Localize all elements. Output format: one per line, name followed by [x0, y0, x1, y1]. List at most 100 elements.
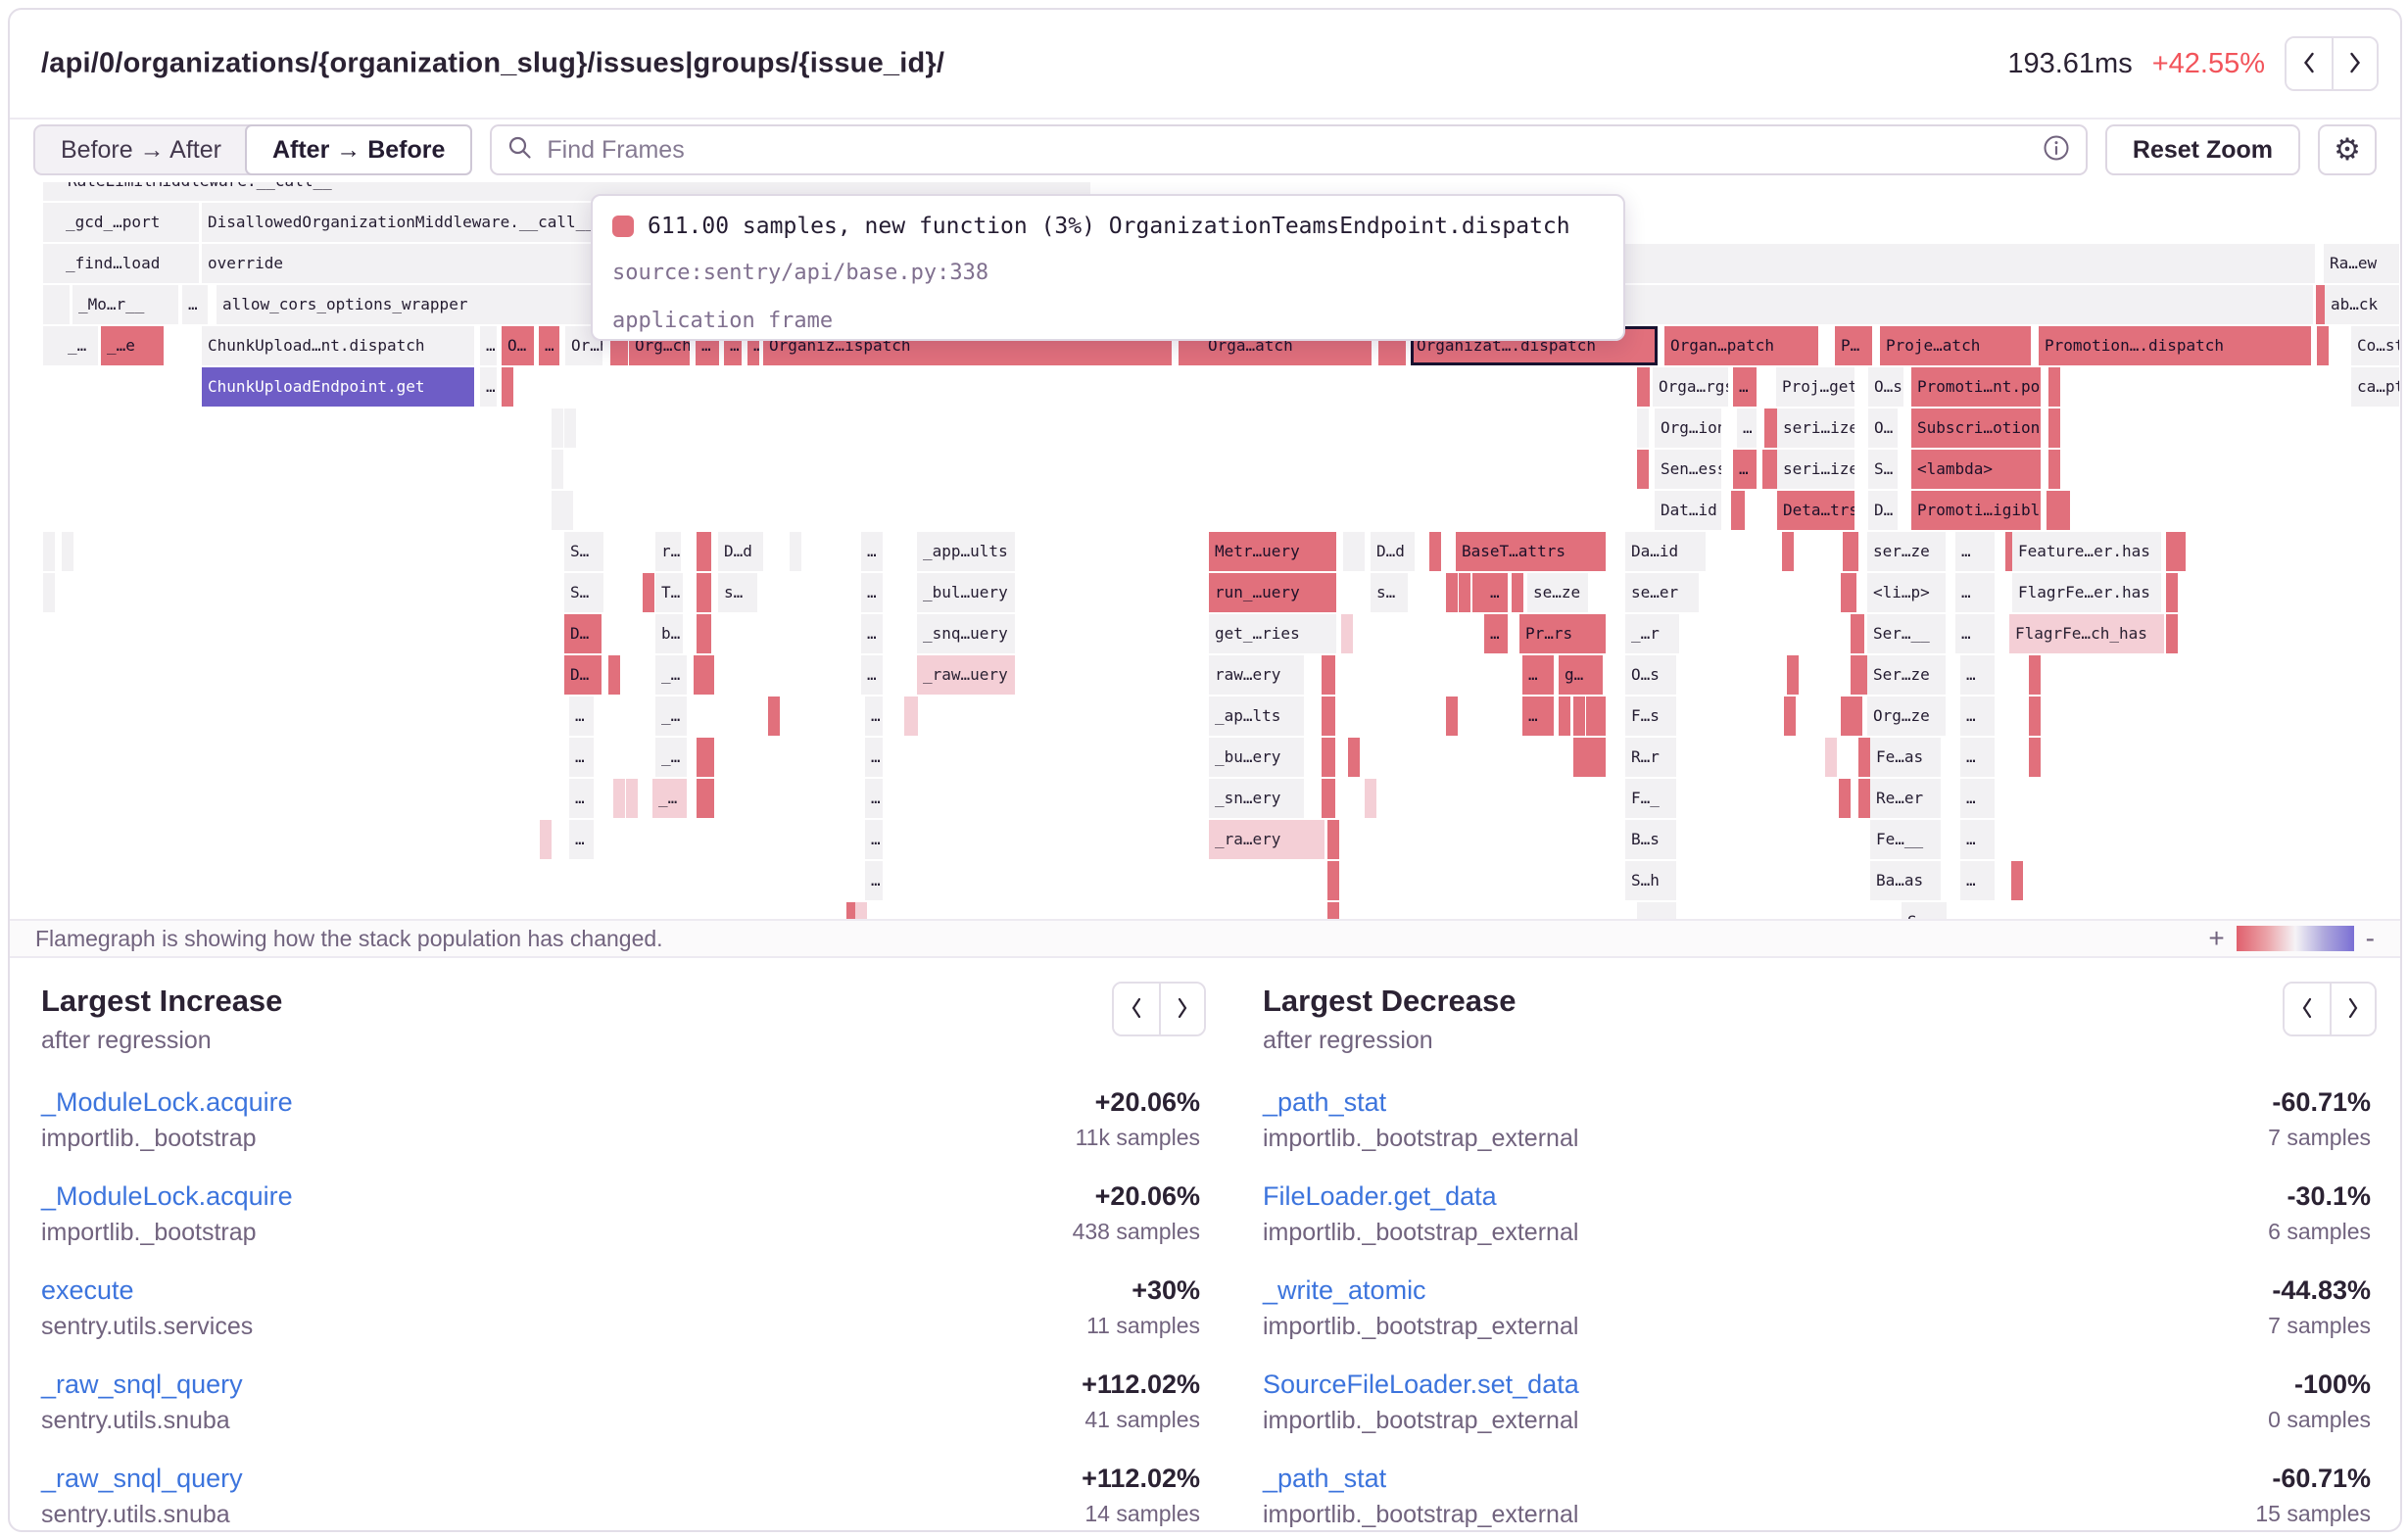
flame-frame-sliver[interactable] [1459, 573, 1470, 612]
reset-zoom-button[interactable]: Reset Zoom [2104, 124, 2300, 175]
flame-frame[interactable]: F…_ [1625, 779, 1676, 818]
increase-next-button[interactable] [1159, 984, 1204, 1034]
flame-frame[interactable]: T… [655, 573, 683, 612]
flame-frame-sliver[interactable] [1472, 573, 1484, 612]
flame-frame[interactable]: … [1955, 573, 1995, 612]
decrease-prev-button[interactable] [2285, 984, 2330, 1034]
flame-frame-sliver[interactable] [1353, 532, 1365, 571]
flame-frame-sliver[interactable] [1512, 573, 1523, 612]
flame-frame-sliver[interactable] [51, 182, 63, 201]
flame-frame[interactable]: S…h [1625, 861, 1676, 900]
flame-frame[interactable]: se…ze [1527, 573, 1588, 612]
flame-frame[interactable]: Orga…rgs [1653, 367, 1728, 407]
flame-frame-sliver[interactable] [552, 409, 563, 448]
flame-frame-sliver[interactable] [1322, 655, 1335, 695]
flame-frame-sliver[interactable] [2047, 491, 2058, 530]
flame-frame[interactable]: O… [1868, 409, 1898, 448]
flame-frame-sliver[interactable] [613, 779, 625, 818]
flame-frame-sliver[interactable] [697, 738, 714, 777]
flame-frame-sliver[interactable] [2048, 367, 2060, 407]
flame-frame[interactable]: ChunkUploadEndpoint.get [202, 367, 474, 407]
flame-frame-sliver[interactable] [608, 655, 620, 695]
flame-frame[interactable]: _snq…uery [917, 614, 1015, 653]
flame-frame[interactable]: … [861, 614, 883, 653]
flame-frame[interactable]: Ser…__ [1867, 614, 1946, 653]
flame-frame-sliver[interactable] [643, 573, 654, 612]
flamegraph-canvas[interactable]: RateLimitMiddleware.__call___gcd_…portDi… [11, 182, 2399, 919]
flame-frame-sliver[interactable] [2317, 326, 2329, 365]
flame-frame-sliver[interactable] [2029, 697, 2041, 736]
flame-frame[interactable]: Deta…trs [1777, 491, 1854, 530]
flame-frame[interactable]: O… [502, 326, 534, 365]
flame-frame[interactable]: _… [62, 326, 98, 365]
flame-frame[interactable]: _Mo…r__ [72, 285, 178, 324]
flame-frame-sliver[interactable] [2166, 573, 2178, 612]
flame-frame[interactable]: … [1955, 532, 1995, 571]
flame-frame[interactable]: O…s [1868, 367, 1903, 407]
flame-frame[interactable]: BaseT…attrs [1456, 532, 1606, 571]
flame-frame-sliver[interactable] [502, 367, 513, 407]
flame-frame[interactable]: _bul…uery [917, 573, 1015, 612]
flame-frame[interactable]: Promotion….dispatch [2039, 326, 2311, 365]
flame-frame[interactable]: … [539, 326, 559, 365]
flame-frame-sliver[interactable] [1841, 573, 1856, 612]
flame-frame[interactable]: _…e [101, 326, 164, 365]
flame-frame[interactable]: Da…id [1625, 532, 1706, 571]
flame-frame[interactable]: D… [564, 614, 602, 653]
flame-frame[interactable]: … [569, 738, 594, 777]
flame-frame[interactable]: _gcd_…port [60, 203, 199, 242]
flame-frame-sliver[interactable] [1327, 820, 1339, 859]
flame-frame[interactable]: … [1960, 655, 1995, 695]
flame-frame-sliver[interactable] [1446, 573, 1458, 612]
flame-frame[interactable]: ab…ck [2325, 285, 2399, 324]
flame-frame-sliver[interactable] [855, 902, 867, 919]
flame-frame[interactable]: Metr…uery [1209, 532, 1336, 571]
flame-frame-sliver[interactable] [561, 491, 573, 530]
flame-frame-sliver[interactable] [2011, 861, 2023, 900]
flame-frame[interactable]: … [865, 820, 883, 859]
flame-frame-sliver[interactable] [1637, 367, 1650, 407]
flame-frame-sliver[interactable] [1784, 697, 1796, 736]
flame-frame-sliver[interactable] [1839, 779, 1851, 818]
flame-frame-sliver[interactable] [51, 326, 63, 365]
flame-frame[interactable]: Proj…get [1776, 367, 1854, 407]
flame-frame-sliver[interactable] [1573, 738, 1606, 777]
flame-frame[interactable]: run_…uery [1209, 573, 1336, 612]
function-link[interactable]: _ModuleLock.acquire [41, 1087, 293, 1117]
flame-frame[interactable]: … [1522, 697, 1554, 736]
flame-frame[interactable]: _find…load [60, 244, 199, 283]
flame-frame-sliver[interactable] [1637, 902, 1676, 919]
function-link[interactable]: SourceFileLoader.set_data [1263, 1370, 1579, 1399]
flame-frame[interactable]: … [569, 779, 594, 818]
flame-frame-sliver[interactable] [1327, 902, 1339, 919]
flame-frame-sliver[interactable] [564, 409, 576, 448]
function-link[interactable]: _write_atomic [1263, 1275, 1426, 1305]
flame-frame[interactable]: _… [655, 697, 687, 736]
flame-frame[interactable]: Org…ion [1655, 409, 1721, 448]
flame-frame-sliver[interactable] [1322, 779, 1335, 818]
function-link[interactable]: _path_stat [1263, 1464, 1387, 1493]
flame-frame[interactable]: Organ…patch [1664, 326, 1818, 365]
flame-frame-sliver[interactable] [1841, 697, 1862, 736]
flame-frame-sliver[interactable] [1343, 532, 1355, 571]
flame-frame-sliver[interactable] [1858, 779, 1870, 818]
flame-frame-sliver[interactable] [1322, 738, 1335, 777]
flame-frame[interactable]: ser…ze [1867, 532, 1946, 571]
flame-frame[interactable]: _raw…uery [917, 655, 1015, 695]
flame-frame[interactable]: FlagrFe…ch_has [2009, 614, 2164, 653]
function-link[interactable]: _raw_snql_query [41, 1464, 243, 1493]
decrease-next-button[interactable] [2330, 984, 2375, 1034]
flame-frame-sliver[interactable] [626, 779, 638, 818]
flame-frame[interactable]: Sen…ess [1655, 450, 1721, 489]
flame-frame[interactable]: … [1955, 614, 1995, 653]
flame-frame-sliver[interactable] [1637, 450, 1649, 489]
flame-frame[interactable]: Subscri…otions [1911, 409, 2041, 448]
flame-frame[interactable]: seri…ize [1777, 409, 1854, 448]
flame-frame[interactable]: _… [655, 655, 687, 695]
function-link[interactable]: _raw_snql_query [41, 1370, 243, 1399]
flame-frame[interactable]: B…s [1625, 820, 1676, 859]
segment-before-after[interactable]: Before → After [61, 135, 221, 164]
flame-frame[interactable]: _app…ults [917, 532, 1015, 571]
flame-frame[interactable]: … [1522, 655, 1554, 695]
flame-frame-sliver[interactable] [697, 779, 714, 818]
